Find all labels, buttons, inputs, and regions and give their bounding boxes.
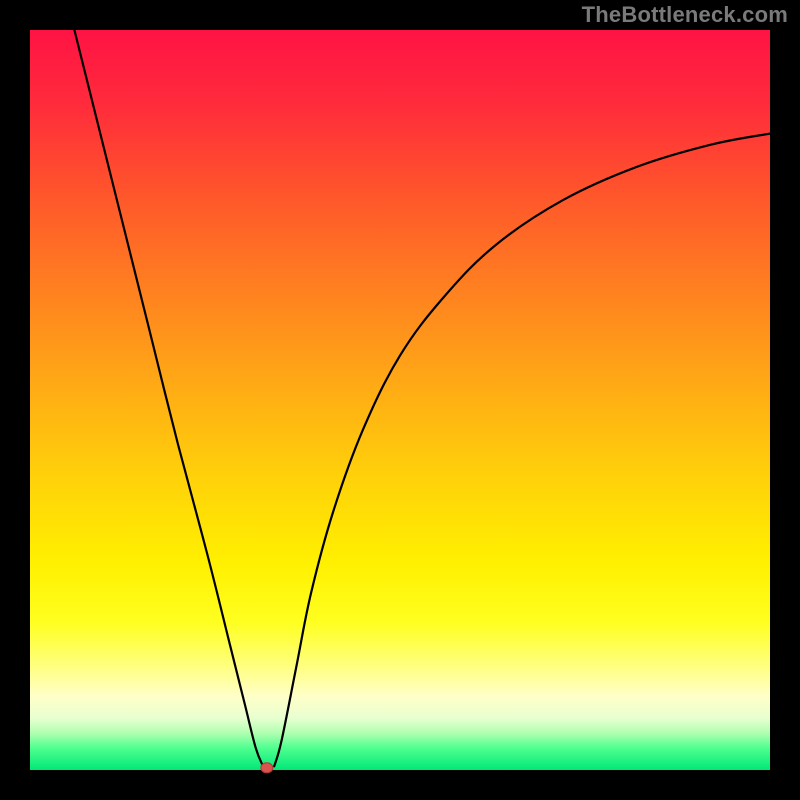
watermark-text: TheBottleneck.com bbox=[582, 2, 788, 28]
bottleneck-marker bbox=[261, 763, 273, 773]
chart-frame: TheBottleneck.com bbox=[0, 0, 800, 800]
chart-svg bbox=[0, 0, 800, 800]
plot-background bbox=[30, 30, 770, 770]
